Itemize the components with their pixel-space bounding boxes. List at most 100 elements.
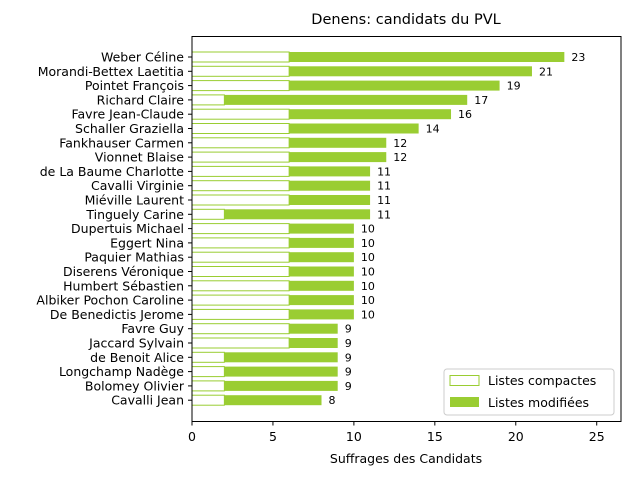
total-label: 21 [539, 65, 553, 78]
total-label: 23 [571, 51, 585, 64]
x-tick-label: 15 [427, 429, 443, 444]
bar-compactes [191, 208, 225, 220]
y-tick-label: Bolomey Olivier [85, 378, 185, 393]
bar-compactes [191, 308, 290, 320]
bar-modifiees [224, 209, 371, 220]
x-tick-label: 25 [589, 429, 605, 444]
chart-title: Denens: candidats du PVL [311, 12, 500, 28]
x-axis: 0 5 10 15 20 25 [188, 421, 605, 444]
total-label: 16 [458, 108, 472, 121]
total-label: 10 [361, 308, 375, 321]
total-label: 8 [329, 394, 336, 407]
y-tick-label: de Benoit Alice [90, 350, 184, 365]
y-tick-label: Miéville Laurent [85, 193, 184, 208]
bar-compactes [191, 123, 290, 134]
bar-modifiees [289, 223, 354, 234]
bar-compactes [191, 394, 225, 406]
y-tick-label: Cavalli Jean [111, 393, 184, 408]
bar-modifiees [289, 309, 354, 320]
y-tick-label: Paquier Mathias [84, 250, 184, 265]
total-label: 9 [345, 351, 352, 364]
bar-compactes [191, 323, 290, 335]
bar-compactes [191, 223, 290, 235]
bar-compactes [191, 94, 225, 106]
legend-frame [443, 368, 615, 416]
bar-modifiees [224, 366, 338, 377]
bar-modifiees [224, 380, 338, 391]
bar-modifiees [289, 252, 354, 263]
bar-compactes [191, 380, 225, 392]
bar-modifiees [289, 180, 371, 191]
bar-modifiees [289, 195, 371, 205]
x-tick-label: 0 [188, 429, 196, 444]
y-tick-label: Vionnet Blaise [95, 150, 185, 165]
y-tick-label: Favre Jean-Claude [71, 107, 184, 122]
y-tick-label: Jaccard Sylvain [88, 336, 184, 351]
legend-label-modifiees: Listes modifiées [488, 395, 589, 410]
y-tick-label: Favre Guy [121, 321, 184, 336]
total-label: 19 [507, 80, 521, 93]
bar-compactes [191, 194, 290, 206]
bar-modifiees [289, 166, 371, 177]
y-tick-label: Richard Claire [97, 92, 185, 107]
total-label: 10 [361, 251, 375, 264]
total-label: 14 [426, 123, 440, 136]
bar-modifiees [289, 66, 532, 77]
bar-compactes [191, 165, 290, 177]
total-label: 9 [345, 380, 352, 393]
bar-compactes [191, 280, 290, 292]
y-tick-label: Longchamp Nadège [59, 364, 184, 379]
bar-modifiees [289, 137, 387, 148]
total-label: 11 [377, 194, 391, 207]
y-tick-label: Albiker Pochon Caroline [36, 293, 184, 308]
total-label: 9 [345, 323, 352, 336]
plot-frame [191, 36, 622, 422]
bar-modifiees [289, 323, 338, 334]
bar-modifiees [289, 338, 338, 348]
bar-compactes [191, 108, 290, 120]
bar-compactes [191, 294, 290, 306]
y-tick-label: Cavalli Virginie [91, 178, 184, 193]
y-tick-label: Humbert Sébastien [63, 278, 184, 293]
x-tick-label: 20 [508, 429, 524, 444]
y-tick-label: Tinguely Carine [85, 207, 184, 222]
total-label: 10 [361, 223, 375, 236]
bar-compactes [191, 180, 290, 192]
bar-compactes [191, 151, 290, 163]
bar-compactes [191, 337, 290, 349]
legend: Listes compactes Listes modifiées [443, 368, 615, 416]
bar-modifiees [224, 352, 338, 363]
y-tick-label: Pointet François [85, 78, 184, 93]
total-label: 11 [377, 180, 391, 193]
y-tick-label: Morandi-Bettex Laetitia [38, 64, 184, 79]
y-tick-label: Diserens Véronique [63, 264, 184, 279]
y-tick-label: Schaller Graziella [75, 121, 184, 136]
bar-compactes [191, 351, 225, 363]
bar-compactes [191, 237, 290, 249]
bar-compactes [191, 251, 290, 263]
bar-modifiees [289, 280, 354, 291]
total-labels: 2321191716141212111111111010101010101099… [329, 51, 586, 407]
bar-modifiees [289, 52, 565, 62]
y-tick-label: Eggert Nina [110, 235, 184, 250]
bar-modifiees [289, 109, 452, 120]
bar-modifiees [289, 266, 354, 277]
bar-modifiees [289, 237, 354, 248]
legend-swatch-compactes [449, 375, 480, 386]
y-tick-label: de La Baume Charlotte [40, 164, 185, 179]
x-tick-label: 10 [346, 429, 362, 444]
x-axis-label: Suffrages des Candidats [330, 451, 482, 466]
bar-modifiees [289, 295, 354, 306]
bar-compactes [191, 80, 290, 92]
bar-modifiees [224, 395, 322, 406]
total-label: 11 [377, 208, 391, 221]
total-label: 17 [474, 94, 488, 107]
y-tick-label: Dupertuis Michael [71, 221, 184, 236]
bar-modifiees [289, 152, 387, 163]
total-label: 10 [361, 294, 375, 307]
bar-compactes [191, 65, 290, 77]
bar-modifiees [289, 123, 419, 134]
bar-compactes [191, 137, 290, 149]
